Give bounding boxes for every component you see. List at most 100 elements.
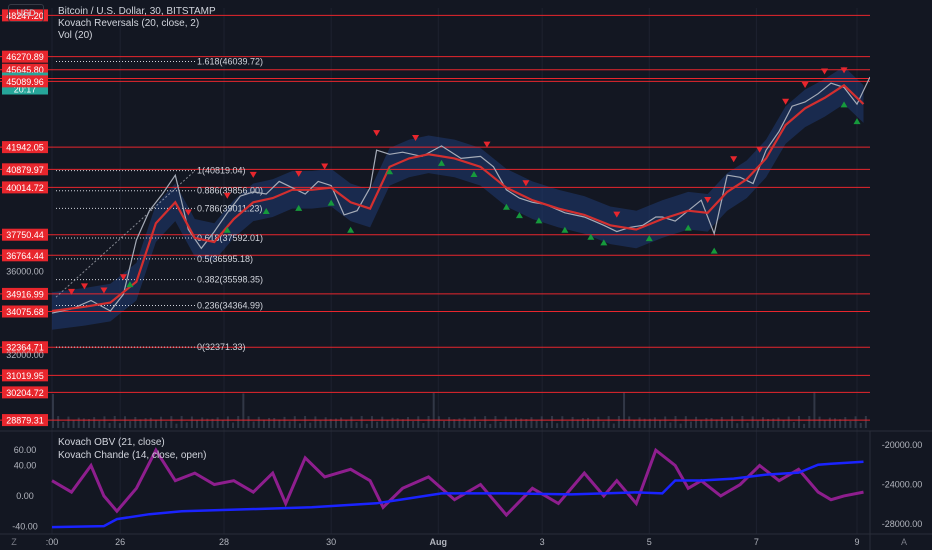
level-tag	[2, 228, 48, 241]
buy-marker	[853, 118, 861, 125]
sell-marker	[119, 274, 127, 281]
volume-bar	[309, 422, 312, 428]
volume-bar	[345, 420, 348, 428]
sell-marker	[730, 156, 738, 163]
sell-marker	[67, 288, 75, 295]
volume-bar	[782, 420, 785, 428]
buy-marker	[295, 204, 303, 211]
level-tag	[2, 50, 48, 63]
level-label: 34916.99	[6, 289, 44, 299]
volume-bar	[381, 416, 384, 428]
volume-bar	[437, 416, 440, 428]
buy-marker	[684, 224, 692, 231]
buy-marker	[327, 199, 335, 206]
time-tick-label: 7	[754, 537, 759, 547]
buy-marker	[438, 159, 446, 166]
volume-bar	[489, 423, 492, 428]
level-tag	[2, 341, 48, 354]
volume-bar	[72, 420, 75, 428]
currency-button[interactable]: USD	[8, 4, 44, 22]
volume-bar	[530, 417, 533, 428]
buy-marker	[470, 171, 478, 178]
volume-bar	[350, 416, 353, 428]
volume-bar	[592, 419, 595, 428]
volume-bar	[700, 419, 703, 428]
obv-tick-label: -28000.00	[882, 519, 923, 529]
volume-bar	[494, 416, 497, 428]
volume-bar	[545, 422, 548, 428]
reversal-markers	[67, 67, 861, 295]
volume-bar	[365, 423, 368, 428]
volume-bar	[118, 423, 121, 428]
volume-bar	[623, 392, 626, 428]
obv-line	[51, 460, 864, 529]
volume-bar	[849, 420, 852, 428]
indicator-legend-chande[interactable]: Kovach Chande (14, close, open)	[58, 450, 207, 461]
fib-label: 1.618(46039.72)	[197, 56, 263, 66]
buy-marker	[600, 239, 608, 246]
volume-bar	[201, 417, 204, 428]
volume-bar	[741, 416, 744, 428]
time-tick-label: 26	[115, 537, 125, 547]
volume-bar	[520, 418, 523, 428]
volume-bar	[406, 417, 409, 428]
level-tag	[2, 163, 48, 176]
volume-bar	[540, 416, 543, 428]
volume-bar	[818, 416, 821, 428]
volume-bar	[129, 421, 132, 428]
volume-bar	[226, 416, 229, 428]
chande-tick-label: 60.00	[14, 445, 37, 455]
volume-bar	[180, 416, 183, 428]
level-label: 46270.89	[6, 52, 44, 62]
volume-bar	[736, 423, 739, 428]
level-tag	[2, 287, 48, 300]
fib-label: 0.5(36595.18)	[197, 254, 253, 264]
volume-bar	[561, 416, 564, 428]
volume-bar	[360, 416, 363, 428]
volume-bar	[268, 417, 271, 428]
support-resistance-levels: 48247.2046270.8945645.8045225.2220:17450…	[0, 9, 902, 427]
volume-bar	[232, 422, 235, 428]
volume-bar	[617, 416, 620, 428]
volume-bar	[504, 416, 507, 428]
volume-bar	[154, 419, 157, 428]
level-label: 40879.97	[6, 165, 44, 175]
volume-bar	[278, 419, 281, 428]
volume-bar	[679, 423, 682, 428]
fib-label: 0.236(34364.99)	[197, 300, 263, 310]
volume-bar	[653, 417, 656, 428]
sell-marker	[223, 192, 231, 199]
volume-bar	[237, 416, 240, 428]
volume-bar	[659, 420, 662, 428]
volume-bar	[581, 418, 584, 428]
obv-tick-label: -20000.00	[882, 440, 923, 450]
indicator-legend-reversals[interactable]: Kovach Reversals (20, close, 2)	[58, 18, 200, 29]
volume-bar	[823, 419, 826, 428]
indicator-legend-obv[interactable]: Kovach OBV (21, close)	[58, 437, 165, 448]
symbol-title[interactable]: Bitcoin / U.S. Dollar, 30, BITSTAMP	[58, 6, 216, 17]
volume-bar	[792, 422, 795, 428]
level-label: 45645.80	[6, 65, 44, 75]
indicator-legend-volume[interactable]: Vol (20)	[58, 30, 93, 41]
volume-bar	[515, 417, 518, 428]
volume-bar	[190, 416, 193, 428]
sell-marker	[522, 180, 530, 187]
volume-bar	[334, 418, 337, 428]
level-label: 41942.05	[6, 143, 44, 153]
buy-marker	[840, 101, 848, 108]
buy-marker	[347, 226, 355, 233]
level-tag	[2, 9, 48, 22]
buy-marker	[710, 247, 718, 254]
level-label: 28879.31	[6, 416, 44, 426]
sell-marker	[704, 196, 712, 203]
sell-marker	[80, 283, 88, 290]
volume-bar	[170, 416, 173, 428]
volume-bar	[144, 418, 147, 428]
volume-bar	[468, 419, 471, 428]
volume-bar	[643, 418, 646, 428]
volume-bar	[607, 416, 610, 428]
volume-bar	[283, 416, 286, 428]
volume-bar	[252, 421, 255, 428]
